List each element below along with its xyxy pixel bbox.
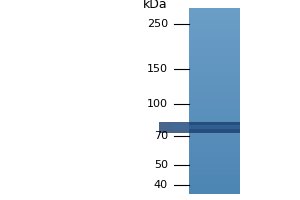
Text: 40: 40 (154, 180, 168, 190)
Text: 50: 50 (154, 160, 168, 170)
Text: kDa: kDa (143, 0, 168, 11)
Text: 250: 250 (147, 19, 168, 29)
Text: 100: 100 (147, 99, 168, 109)
Text: 150: 150 (147, 64, 168, 74)
Text: 70: 70 (154, 131, 168, 141)
